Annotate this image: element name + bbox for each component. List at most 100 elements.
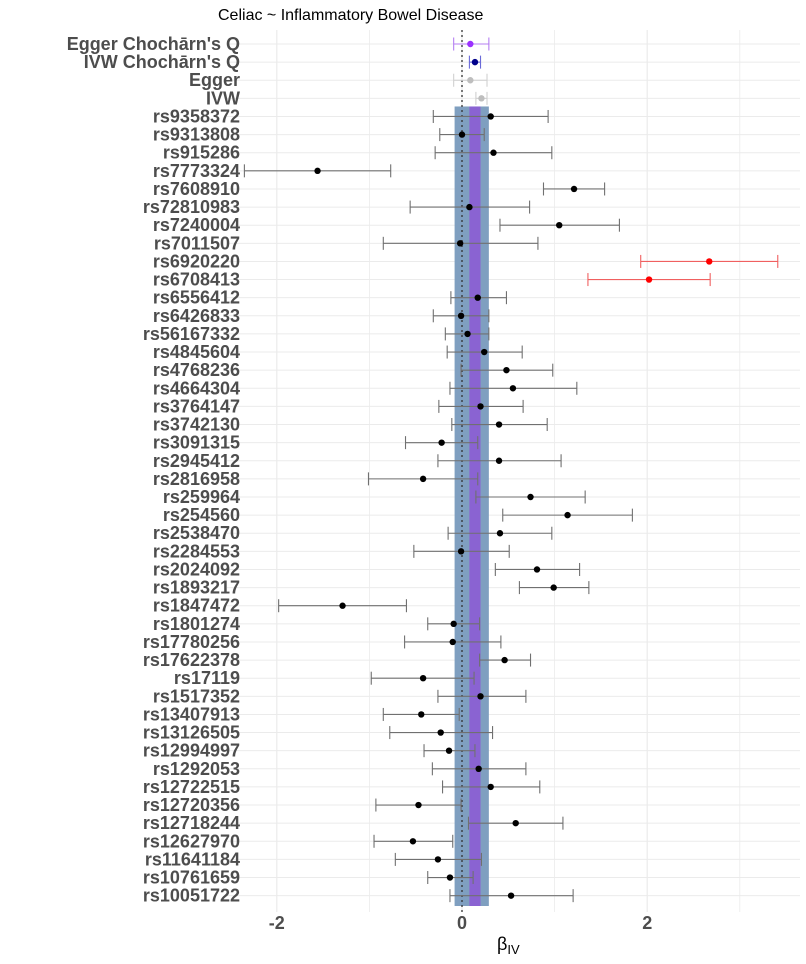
y-axis-label: rs254560 (163, 505, 240, 525)
estimate-point (434, 856, 442, 863)
estimate-point (481, 348, 488, 356)
estimate-row (438, 399, 524, 413)
estimate-row (502, 508, 633, 522)
estimate-row (453, 37, 490, 51)
estimate-point (314, 167, 321, 175)
y-axis-label: rs6708413 (153, 270, 240, 290)
estimate-point (487, 783, 494, 791)
y-axis-label: rs6556412 (153, 288, 240, 308)
estimate-row (432, 109, 549, 123)
y-axis-label: rs12720356 (143, 795, 240, 815)
y-axis-label: rs1801274 (153, 614, 240, 634)
x-axis-label-sub: IV (507, 942, 520, 957)
y-axis-label: rs12627970 (143, 831, 240, 851)
estimate-row (389, 726, 494, 740)
estimate-point (419, 675, 427, 682)
y-axis-label: rs1292053 (153, 759, 240, 779)
y-axis-label: rs12994997 (143, 741, 240, 761)
estimate-row (542, 182, 606, 196)
estimate-row (423, 744, 476, 758)
y-axis-label: rs4768236 (153, 360, 240, 380)
y-axis-label: rs1847472 (153, 596, 240, 616)
estimate-point (503, 366, 510, 374)
y-axis-label: rs10761659 (143, 868, 240, 888)
estimate-point (438, 439, 445, 446)
y-axis-label: rs1893217 (153, 578, 240, 598)
estimate-point (490, 149, 497, 156)
y-axis-label: rs7240004 (153, 215, 240, 235)
y-axis-label: rs3742130 (153, 415, 240, 435)
y-axis-label: IVW (206, 88, 240, 108)
estimate-row (467, 816, 564, 830)
estimate-row (468, 55, 482, 69)
estimate-point (449, 638, 456, 646)
x-tick-label: -2 (269, 913, 285, 933)
estimate-point (450, 620, 457, 628)
estimate-point (419, 475, 427, 483)
y-axis-label: rs7011507 (154, 233, 240, 253)
estimate-point (445, 747, 453, 754)
y-axis-label: rs2945412 (153, 451, 240, 471)
estimate-point (466, 203, 473, 211)
y-axis-label: rs56167332 (143, 324, 240, 344)
estimate-row (409, 200, 531, 214)
estimate-row (437, 454, 562, 468)
estimate-row (499, 218, 620, 232)
y-axis-label: rs7608910 (153, 179, 240, 199)
estimate-row (450, 291, 507, 305)
estimate-row (453, 73, 488, 87)
estimate-point (415, 801, 422, 809)
estimate-point (496, 530, 504, 537)
estimate-row (431, 762, 527, 776)
x-tick-label: 0 (457, 913, 467, 933)
estimate-row (444, 327, 490, 341)
estimate-row (243, 164, 392, 178)
estimate-point (457, 548, 465, 555)
estimate-point (467, 77, 474, 84)
estimate-point (512, 819, 519, 827)
estimate-row (475, 91, 488, 105)
estimate-point (495, 457, 503, 464)
y-axis-label: rs4845604 (153, 342, 240, 362)
estimate-row (367, 472, 479, 486)
y-axis-label: rs13407913 (143, 704, 240, 724)
pooled-estimate-bands (454, 106, 489, 907)
estimate-point (550, 584, 557, 591)
y-axis-label: rs6426833 (153, 306, 240, 326)
y-axis-label: rs1517352 (153, 686, 240, 706)
estimate-point (437, 729, 444, 736)
estimate-row (427, 871, 474, 885)
y-axis-label: rs72810983 (143, 197, 240, 217)
x-axis-label-main: β (497, 934, 507, 954)
estimate-row (640, 254, 779, 268)
estimate-point (509, 385, 517, 392)
estimate-row (404, 436, 479, 450)
x-axis-label: βIV (497, 934, 520, 957)
estimate-row (475, 490, 586, 504)
estimate-point (457, 312, 465, 319)
y-axis-label: rs9358372 (153, 106, 240, 126)
estimate-point (556, 222, 563, 229)
estimate-row (587, 273, 711, 287)
y-axis-label: rs6920220 (153, 251, 240, 271)
y-axis-label: rs2024092 (153, 559, 240, 579)
estimate-point (495, 421, 503, 428)
estimate-point (527, 493, 534, 501)
estimate-row (427, 617, 481, 631)
chart-title: Celiac ~ Inflammatory Bowel Disease (218, 7, 484, 24)
estimate-point (456, 240, 464, 247)
estimate-marks (243, 37, 779, 903)
y-axis-label: rs2538470 (153, 523, 240, 543)
y-axis-label: IVW Chochārn's Q (84, 52, 240, 72)
estimate-point (570, 185, 578, 193)
estimate-point (409, 838, 417, 845)
y-axis-label: Egger (189, 70, 240, 90)
estimate-row (382, 707, 460, 721)
y-axis-label: rs2816958 (153, 469, 240, 489)
estimate-row (432, 309, 490, 323)
estimate-point (477, 693, 484, 700)
estimate-point (478, 95, 485, 102)
y-axis-label: Egger Chochārn's Q (67, 34, 240, 54)
estimate-point (446, 874, 454, 881)
estimate-point (564, 511, 571, 519)
